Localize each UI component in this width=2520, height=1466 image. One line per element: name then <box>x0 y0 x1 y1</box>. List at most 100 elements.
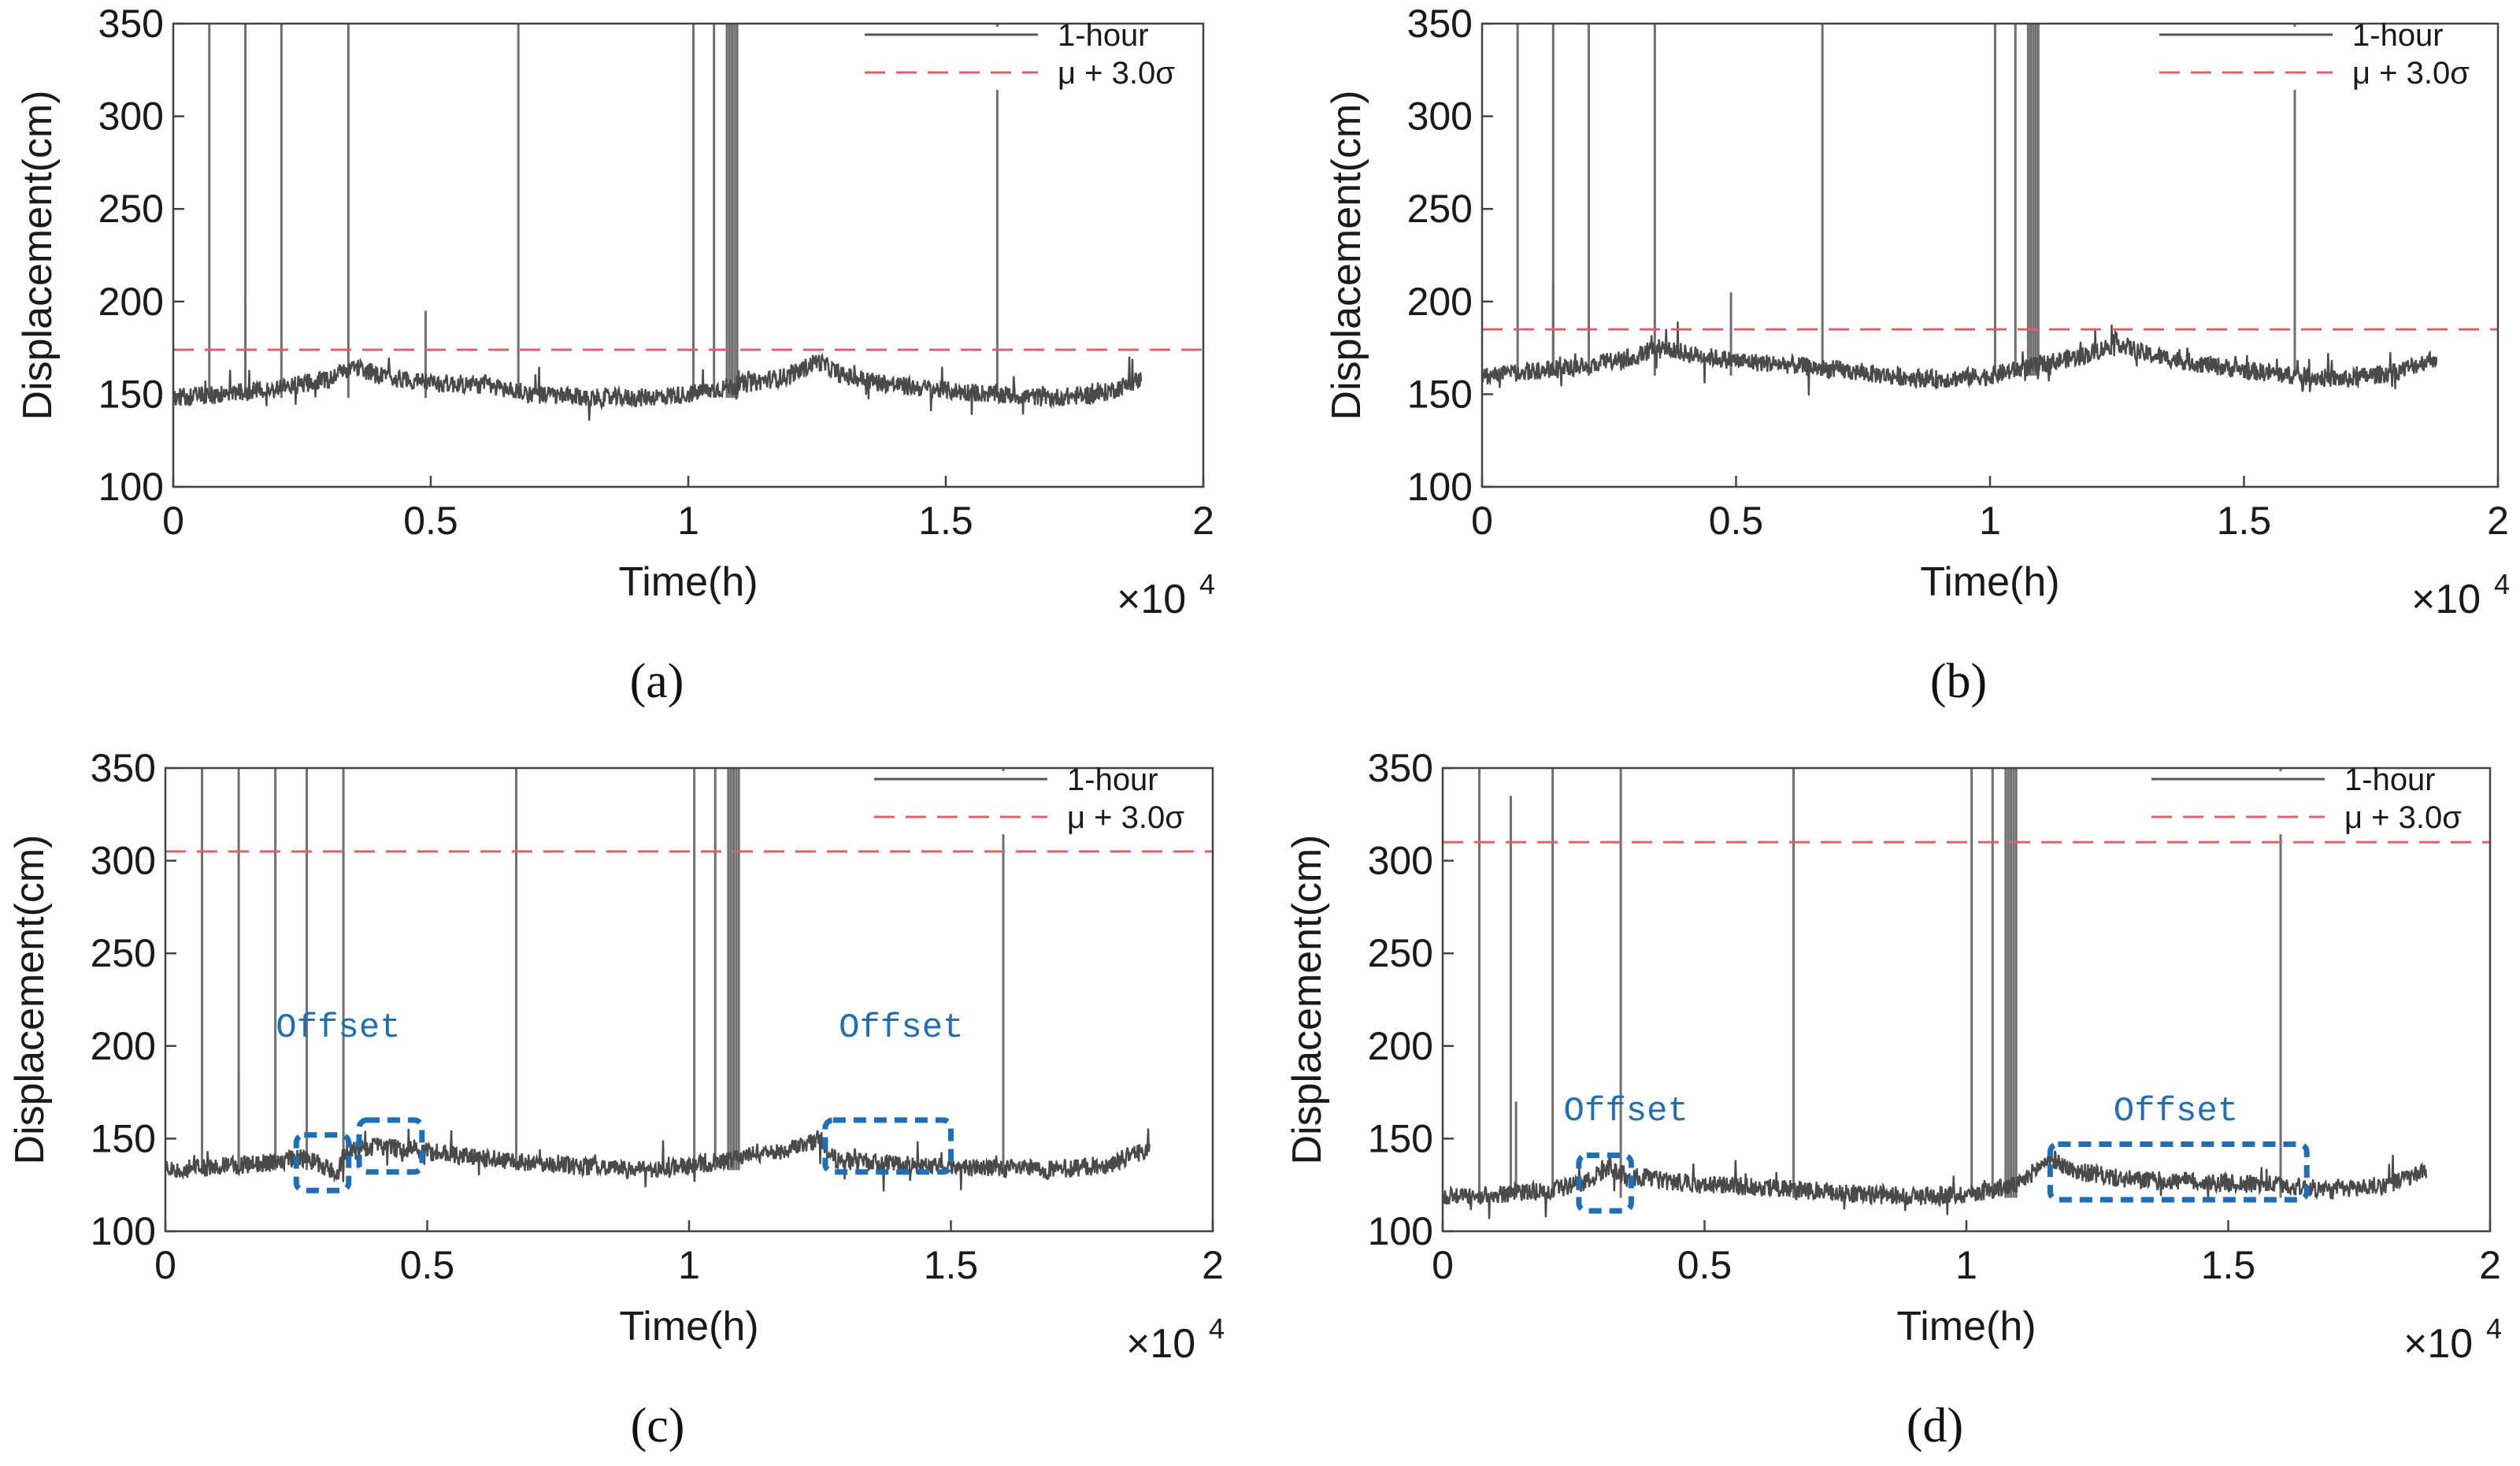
x-axis-multiplier: ×10 <box>1117 577 1186 622</box>
chart-panel-d: Offset Offset 0 0.5 1 1.5 2 100 150 200 250 300 350 T… <box>1284 746 2502 1453</box>
x-tick-label: 2 <box>1202 1243 1224 1287</box>
offset-box <box>822 1117 954 1175</box>
plot-area <box>1443 768 2490 1219</box>
offset-box <box>2047 1141 2310 1203</box>
x-tick-label: 1 <box>1955 1243 1977 1287</box>
offset-annotation: Offset <box>1564 1092 1688 1131</box>
y-axis-label: Displacement(cm) <box>1324 91 1369 421</box>
offset-box <box>356 1117 425 1175</box>
y-tick-label: 300 <box>91 839 156 883</box>
y-tick-label: 350 <box>1407 2 1473 46</box>
y-tick-label: 350 <box>91 746 156 790</box>
offset-box <box>1576 1152 1634 1214</box>
y-tick-label: 250 <box>1368 931 1433 975</box>
y-tick-label: 100 <box>98 465 164 509</box>
x-tick-label: 1 <box>678 1243 700 1287</box>
plot-area <box>1482 24 2498 396</box>
chart-panel-c: Offset Offset 0 0.5 1 1.5 2 100 150 200 250 300 350 T… <box>7 746 1225 1453</box>
x-tick-label: 0 <box>154 1243 176 1287</box>
axes-box <box>1441 766 2492 1233</box>
x-axis-label: Time(h) <box>1896 1304 2036 1349</box>
x-axis-multiplier: ×10 <box>2403 1321 2473 1367</box>
x-tick-label: 1.5 <box>2217 499 2272 543</box>
y-axis-label: Displacement(cm) <box>1284 835 1330 1165</box>
y-tick-label: 350 <box>98 2 164 46</box>
legend-label-threshold: μ + 3.0σ <box>1058 56 1175 91</box>
y-tick-label: 300 <box>98 95 164 139</box>
y-tick-label: 250 <box>98 187 164 231</box>
x-tick-label: 1.5 <box>2201 1243 2256 1287</box>
offset-annotation: Offset <box>839 1008 963 1048</box>
x-tick-label: 2 <box>2479 1243 2501 1287</box>
y-tick-label: 150 <box>1368 1116 1433 1160</box>
legend-box <box>2151 27 2490 90</box>
legend-label-threshold: μ + 3.0σ <box>1067 800 1184 835</box>
legend-box <box>866 771 1205 834</box>
axes-box <box>1480 22 2500 488</box>
legend-label-1-hour: 1-hour <box>1058 18 1149 53</box>
y-tick-label: 250 <box>91 931 156 975</box>
legend-label-1-hour: 1-hour <box>2352 18 2444 53</box>
offset-annotation: Offset <box>2114 1092 2238 1131</box>
y-tick-label: 100 <box>91 1209 156 1253</box>
x-axis-label: Time(h) <box>618 559 758 605</box>
y-tick-label: 150 <box>1407 372 1473 416</box>
x-tick-label: 1.5 <box>924 1243 979 1287</box>
x-axis-exponent: 4 <box>2486 1312 2502 1345</box>
y-tick-label: 250 <box>1407 187 1473 231</box>
plot-area <box>165 768 1213 1192</box>
series-1-hour-line <box>1443 1149 2428 1219</box>
legend-label-threshold: μ + 3.0σ <box>2352 56 2470 91</box>
x-tick-label: 1 <box>677 499 699 543</box>
x-tick-label: 0.5 <box>400 1243 455 1287</box>
y-tick-label: 150 <box>91 1116 156 1160</box>
series-1-hour-line <box>173 351 1143 421</box>
x-tick-label: 0.5 <box>1709 499 1764 543</box>
y-axis-label: Displacement(cm) <box>15 91 61 421</box>
x-tick-label: 0 <box>1471 499 1493 543</box>
legend-label-threshold: μ + 3.0σ <box>2344 800 2462 835</box>
x-tick-label: 1 <box>1979 499 2001 543</box>
panel-label: (c) <box>631 1399 685 1453</box>
y-tick-label: 200 <box>1368 1024 1433 1068</box>
x-tick-label: 0 <box>1432 1243 1454 1287</box>
x-axis-exponent: 4 <box>1199 568 1215 600</box>
x-axis-exponent: 4 <box>1209 1312 1225 1345</box>
legend-box <box>857 27 1195 90</box>
offset-annotation: Offset <box>276 1008 400 1048</box>
offset-box <box>293 1132 352 1193</box>
x-axis-label: Time(h) <box>619 1304 758 1349</box>
y-tick-label: 200 <box>98 280 164 324</box>
series-1-hour-line <box>165 1128 1151 1192</box>
y-tick-label: 200 <box>1407 280 1473 324</box>
chart-panel-b: 0 0.5 1 1.5 2 100 150 200 250 300 350 Time(h) Displa… <box>1324 2 2510 708</box>
chart-panel-a: 0 0.5 1 1.5 2 100 150 200 250 300 350 Time(h) Displa… <box>15 2 1215 708</box>
y-tick-label: 350 <box>1368 746 1433 790</box>
y-axis-label: Displacement(cm) <box>7 835 53 1165</box>
x-axis-label: Time(h) <box>1920 559 2059 605</box>
y-tick-label: 300 <box>1407 95 1473 139</box>
axes-box <box>172 22 1205 488</box>
legend-label-1-hour: 1-hour <box>2344 763 2436 797</box>
x-tick-label: 0.5 <box>403 499 458 543</box>
series-1-hour-line <box>1482 321 2438 396</box>
y-tick-label: 200 <box>91 1024 156 1068</box>
panel-label: (b) <box>1930 655 1987 708</box>
panel-label: (a) <box>630 655 684 708</box>
y-tick-label: 150 <box>98 372 164 416</box>
x-axis-exponent: 4 <box>2494 568 2510 600</box>
x-tick-label: 0.5 <box>1677 1243 1732 1287</box>
x-tick-label: 1.5 <box>918 499 973 543</box>
x-axis-multiplier: ×10 <box>1126 1321 1195 1367</box>
x-tick-label: 2 <box>2487 499 2509 543</box>
x-tick-label: 2 <box>1192 499 1214 543</box>
y-tick-label: 100 <box>1368 1209 1433 1253</box>
panel-label: (d) <box>1907 1399 1963 1453</box>
legend-label-1-hour: 1-hour <box>1067 763 1158 797</box>
y-tick-label: 100 <box>1407 465 1473 509</box>
x-tick-label: 0 <box>162 499 184 543</box>
legend-box <box>2144 771 2482 834</box>
y-tick-label: 300 <box>1368 839 1433 883</box>
x-axis-multiplier: ×10 <box>2411 577 2481 622</box>
